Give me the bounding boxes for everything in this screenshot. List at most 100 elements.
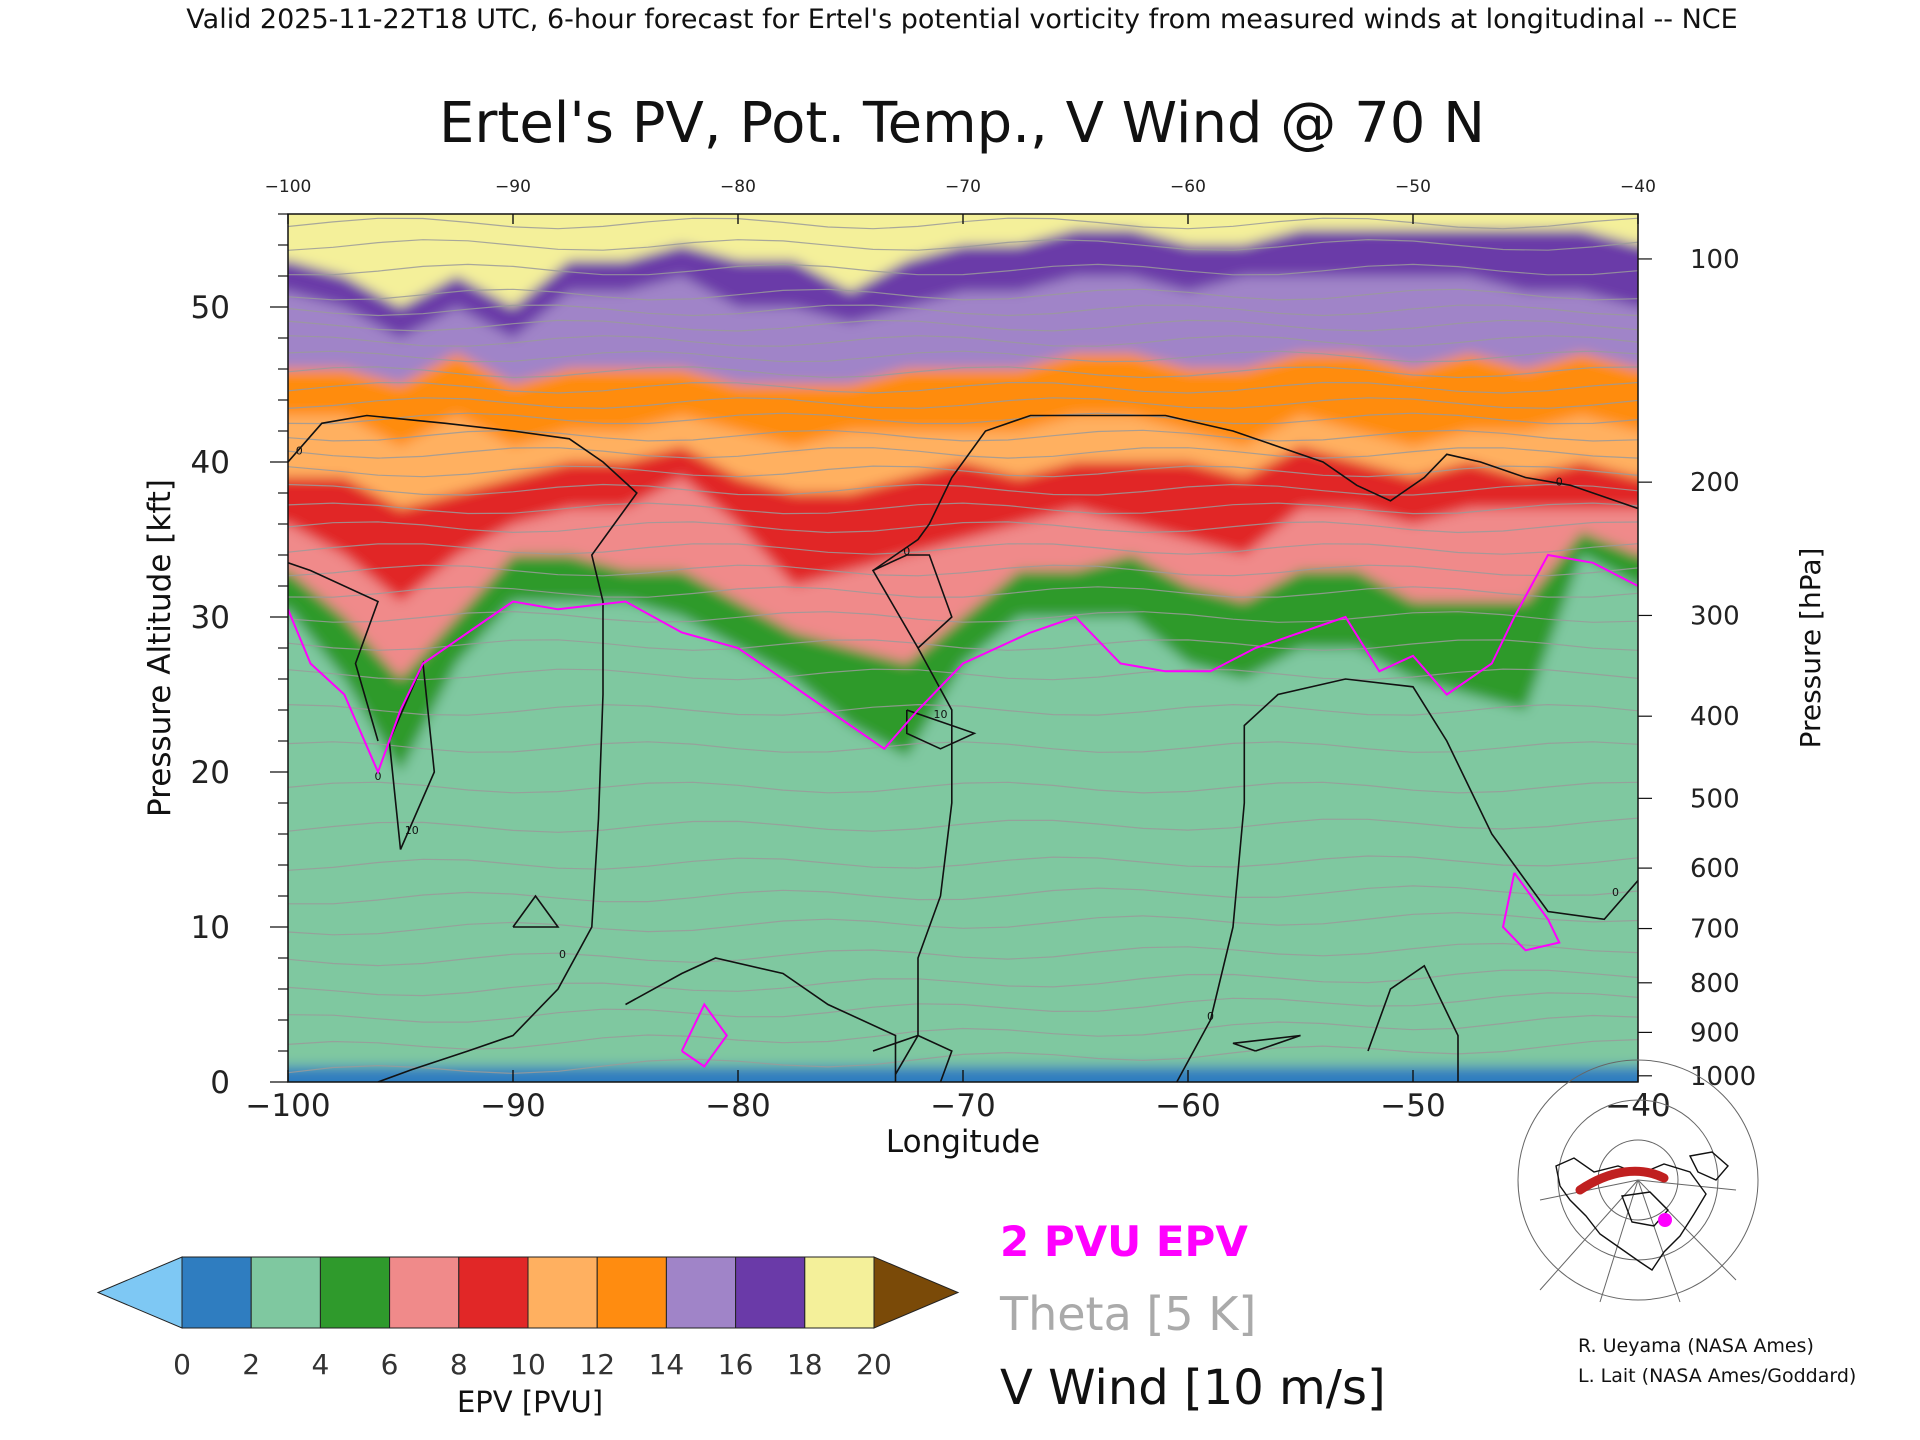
x-axis-label: Longitude [886, 1124, 1040, 1160]
pressure-tick-label: 300 [1690, 601, 1740, 631]
vwind-contour-label: 0 [1207, 1010, 1214, 1023]
theta-line-265 [288, 969, 1638, 997]
colorbar-swatch [596, 1256, 667, 1329]
theta-line-330 [288, 564, 1638, 577]
theta-line-390 [288, 350, 1638, 363]
pressure-tick-label: 100 [1690, 245, 1740, 275]
theta-line-420 [288, 263, 1638, 276]
vwind-zero-line [872, 1034, 953, 1082]
vwind-contour-label: 0 [375, 770, 382, 783]
legend-entry: V Wind [10 m/s] [1000, 1360, 1386, 1416]
legend: 2 PVU EPV Theta [5 K] V Wind [10 m/s] [999, 1217, 1386, 1416]
colorbar-tick-label: 6 [381, 1348, 399, 1381]
plot-area: 0 0 0 0 0 0 0 10 10 [288, 214, 1638, 1082]
x-top-tick-label: −60 [1170, 177, 1206, 197]
theta-line-315 [288, 639, 1638, 651]
x-tick-label: −100 [245, 1088, 330, 1124]
vwind-zero-line [1176, 678, 1638, 1082]
vwind-contour-label: 0 [1612, 886, 1619, 899]
theta-line-325 [288, 586, 1638, 598]
x-top-tick-label: −80 [720, 177, 756, 197]
vwind-contours: 0 0 0 0 0 0 0 10 10 [288, 414, 1638, 1082]
vwind-zero-line [871, 554, 953, 1075]
vwind-contour-label: 10 [405, 824, 419, 837]
x-tick-label: −70 [930, 1088, 995, 1124]
pressure-tick-label: 600 [1690, 854, 1740, 884]
theta-line-335 [288, 543, 1638, 555]
x-tick-label: −40 [1605, 1088, 1670, 1124]
pressure-tick-label: 1000 [1690, 1062, 1756, 1092]
vwind-zero-line [512, 894, 560, 928]
chart-title: Ertel's PV, Pot. Temp., V Wind @ 70 N [439, 91, 1485, 156]
pv2-contours [288, 553, 1638, 1068]
theta-line-375 [288, 397, 1638, 410]
vwind-zero-line [288, 562, 380, 742]
theta-line-310 [288, 668, 1638, 681]
header-text: Valid 2025-11-22T18 UTC, 6-hour forecast… [186, 4, 1737, 35]
x-top-tick-label: −50 [1395, 177, 1431, 197]
colorbar-tick-label: 12 [579, 1348, 615, 1381]
colorbar-tick-label: 4 [311, 1348, 329, 1381]
colorbar-swatch [319, 1256, 391, 1329]
vwind-zero-line [288, 414, 638, 1082]
pv2-line [288, 553, 1638, 775]
colorbar-swatch [527, 1256, 598, 1329]
map-inset [1517, 1059, 1759, 1303]
colorbar-tick-label: 10 [510, 1348, 546, 1381]
theta-line-275 [288, 912, 1638, 936]
theta-line-345 [288, 502, 1638, 515]
x-top-tick-label: −40 [1620, 177, 1656, 197]
x-tick-label: −90 [480, 1088, 545, 1124]
theta-line-270 [288, 942, 1638, 967]
x-tick-label: −80 [705, 1088, 770, 1124]
theta-line-400 [288, 319, 1638, 332]
x-tick-label: −50 [1380, 1088, 1445, 1124]
theta-line-410 [288, 288, 1638, 301]
theta-line-405 [288, 304, 1638, 317]
colorbar-tick-label: 14 [649, 1348, 685, 1381]
colorbar-swatch [665, 1256, 737, 1329]
theta-line-300 [288, 741, 1638, 753]
epv-shading [288, 214, 1638, 1082]
colorbar-swatch [181, 1256, 252, 1329]
pv2-island [1501, 872, 1561, 952]
theta-line-380 [288, 381, 1638, 394]
x-top-tick-label: −90 [495, 177, 531, 197]
colorbar-swatch [250, 1256, 321, 1329]
vwind-contour-label: 0 [1556, 475, 1563, 488]
vwind-zero-line [872, 414, 1638, 572]
theta-line-355 [288, 465, 1638, 478]
pressure-tick-label: 500 [1690, 784, 1740, 814]
x-top-tick-label: −100 [265, 177, 312, 197]
y-tick-label: 40 [191, 445, 230, 481]
pv2-island [680, 1002, 729, 1068]
vwind-zero-line [1232, 1034, 1301, 1052]
pressure-tick-label: 700 [1690, 915, 1740, 945]
vwind-contour-label: 10 [934, 708, 948, 721]
theta-line-255 [288, 1014, 1638, 1050]
theta-line-430 [288, 238, 1638, 251]
colorbar-under-arrow [96, 1256, 183, 1329]
theta-line-385 [288, 366, 1638, 379]
vwind-contour-label: 0 [296, 444, 303, 457]
theta-line-295 [288, 781, 1638, 794]
vwind-contour-label: 0 [903, 545, 910, 558]
pressure-axis-label: Pressure [hPa] [1794, 548, 1827, 749]
colorbar-tick-label: 18 [787, 1348, 823, 1381]
theta-line-350 [288, 483, 1638, 496]
pressure-tick-label: 800 [1690, 969, 1740, 999]
theta-line-395 [288, 335, 1638, 347]
theta-line-305 [288, 703, 1638, 716]
colorbar-swatch [389, 1256, 460, 1329]
vwind-contour-label: 0 [559, 948, 566, 961]
colorbar-over-arrow [873, 1256, 960, 1329]
epv-band-2 [288, 555, 1638, 1082]
colorbar-swatch [458, 1256, 529, 1329]
y-tick-label: 0 [210, 1065, 230, 1101]
theta-line-360 [288, 447, 1638, 459]
axes: −100 −100 −90 −90 −80 −80 −70 −70 −60 −60 −50 −50 −4… [191, 177, 1757, 1124]
pressure-tick-label: 200 [1690, 468, 1740, 498]
colorbar-swatch [804, 1256, 875, 1329]
pressure-tick-label: 900 [1690, 1018, 1740, 1048]
